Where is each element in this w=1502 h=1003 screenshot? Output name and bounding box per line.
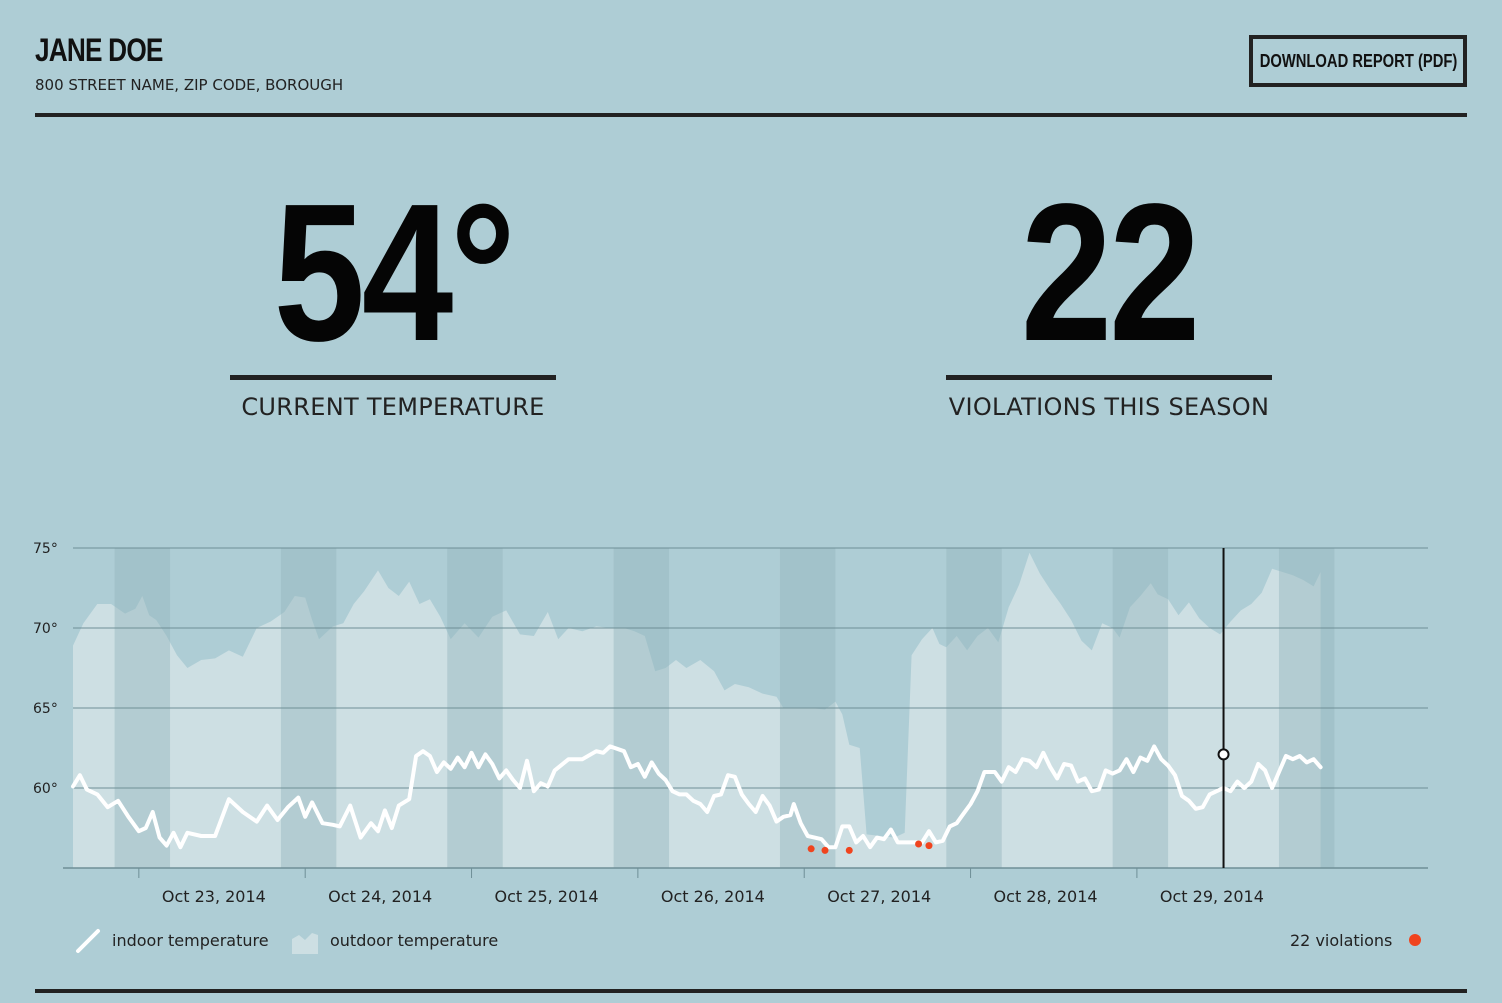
- legend-indoor[interactable]: indoor temperature: [72, 925, 269, 955]
- page-header: JANE DOE 800 STREET NAME, ZIP CODE, BORO…: [35, 28, 1467, 118]
- outdoor-area-icon: [292, 933, 318, 954]
- violations-value: 22: [1020, 163, 1201, 382]
- legend-violations-label: 22 violations: [1290, 930, 1393, 950]
- download-report-label: DOWNLOAD REPORT (PDF): [1259, 50, 1457, 71]
- temperature-chart[interactable]: 60° 65° 70° 75° Oct 23, 2014 Oct 24, 2014 Oct …: [0, 520, 1502, 920]
- current-temperature-stat: 54° CURRENT TEMPERATURE: [228, 175, 558, 421]
- violations-underline: [946, 375, 1272, 380]
- current-temperature-label: CURRENT TEMPERATURE: [241, 393, 545, 421]
- legend-outdoor[interactable]: outdoor temperature: [290, 925, 498, 955]
- outdoor-temperature-area: [73, 552, 1321, 868]
- download-report-button[interactable]: DOWNLOAD REPORT (PDF): [1249, 35, 1467, 87]
- indoor-line-icon: [76, 929, 100, 953]
- y-tick-label: 75°: [33, 541, 58, 557]
- legend-indoor-label: indoor temperature: [112, 930, 269, 950]
- violations-label: VIOLATIONS THIS SEASON: [948, 393, 1270, 421]
- violation-point: [821, 846, 829, 854]
- x-tick-label: Oct 25, 2014: [495, 887, 599, 906]
- current-temperature-value: 54°: [273, 163, 516, 382]
- x-tick-label: Oct 29, 2014: [1160, 887, 1264, 906]
- y-tick-label: 60°: [33, 781, 58, 797]
- header-divider: [35, 113, 1467, 117]
- violation-point: [925, 842, 933, 850]
- violation-point: [845, 846, 853, 854]
- tenant-name: JANE DOE: [35, 32, 163, 68]
- footer-divider: [35, 989, 1467, 993]
- y-tick-label: 70°: [33, 621, 58, 637]
- x-tick-label: Oct 23, 2014: [162, 887, 266, 906]
- violation-point: [807, 845, 815, 853]
- legend-outdoor-label: outdoor temperature: [330, 930, 499, 950]
- x-tick-label: Oct 26, 2014: [661, 887, 765, 906]
- tenant-address: 800 STREET NAME, ZIP CODE, BOROUGH: [35, 76, 344, 94]
- indoor-temperature-line: [71, 744, 1323, 850]
- x-tick-label: Oct 28, 2014: [994, 887, 1098, 906]
- violations-stat: 22 VIOLATIONS THIS SEASON: [944, 175, 1274, 421]
- x-tick-label: Oct 27, 2014: [827, 887, 931, 906]
- violation-point: [915, 840, 923, 848]
- legend-violations[interactable]: 22 violations: [1290, 925, 1434, 955]
- x-tick-label: Oct 24, 2014: [328, 887, 432, 906]
- current-temperature-underline: [230, 375, 556, 380]
- cursor-point: [1217, 748, 1230, 761]
- y-tick-label: 65°: [33, 701, 58, 717]
- violation-dot-icon: [1409, 934, 1422, 946]
